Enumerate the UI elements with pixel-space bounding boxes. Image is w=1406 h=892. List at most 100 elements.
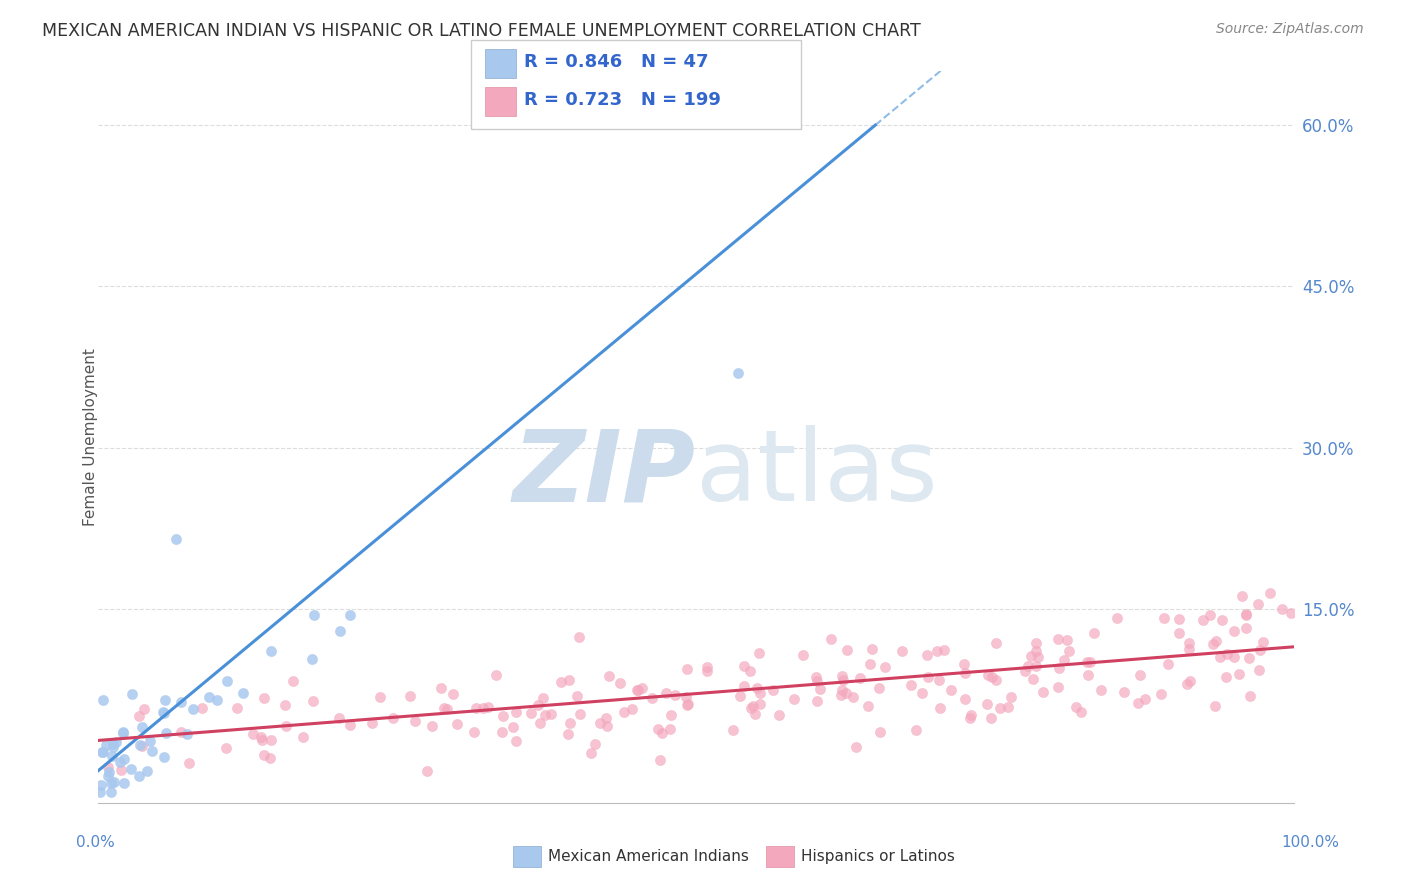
- Point: [976, 698, 998, 712]
- Point: [260, 733, 283, 747]
- Point: [1064, 699, 1087, 714]
- Point: [984, 673, 1007, 687]
- Point: [626, 683, 648, 698]
- Point: [730, 690, 752, 704]
- Point: [1279, 607, 1302, 621]
- Point: [675, 690, 697, 705]
- Point: [1047, 661, 1070, 675]
- Point: [104, 735, 127, 749]
- Point: [249, 730, 271, 744]
- Point: [91, 693, 114, 707]
- Point: [112, 726, 135, 740]
- Point: [502, 721, 524, 735]
- Point: [529, 715, 551, 730]
- Point: [976, 667, 998, 681]
- Point: [997, 700, 1019, 714]
- Point: [1209, 649, 1232, 664]
- Text: Hispanics or Latinos: Hispanics or Latinos: [801, 849, 955, 863]
- Point: [205, 692, 228, 706]
- Point: [1025, 658, 1047, 673]
- Point: [741, 698, 763, 713]
- Point: [1175, 677, 1198, 691]
- Point: [1090, 682, 1112, 697]
- Point: [1022, 673, 1045, 687]
- Point: [141, 743, 163, 757]
- Point: [1178, 636, 1201, 650]
- Point: [845, 740, 868, 755]
- Point: [368, 690, 391, 705]
- Point: [631, 681, 654, 695]
- Point: [339, 718, 361, 732]
- Point: [176, 727, 198, 741]
- Point: [1000, 690, 1022, 705]
- Text: 100.0%: 100.0%: [1281, 836, 1340, 850]
- Point: [382, 710, 405, 724]
- Point: [215, 673, 238, 688]
- Point: [259, 750, 281, 764]
- Text: MEXICAN AMERICAN INDIAN VS HISPANIC OR LATINO FEMALE UNEMPLOYMENT CORRELATION CH: MEXICAN AMERICAN INDIAN VS HISPANIC OR L…: [42, 22, 921, 40]
- Point: [136, 764, 159, 778]
- Point: [579, 746, 602, 760]
- Point: [215, 741, 238, 756]
- Point: [491, 725, 513, 739]
- Point: [121, 687, 143, 701]
- Point: [873, 660, 896, 674]
- Point: [304, 608, 326, 623]
- Point: [1083, 626, 1105, 640]
- Point: [128, 769, 150, 783]
- Point: [1211, 613, 1233, 627]
- Point: [1201, 638, 1223, 652]
- Point: [733, 658, 755, 673]
- Point: [569, 707, 592, 722]
- Point: [868, 681, 890, 695]
- Point: [830, 688, 852, 702]
- Point: [676, 662, 699, 676]
- Point: [1247, 664, 1270, 678]
- Point: [1017, 659, 1039, 673]
- Point: [696, 660, 718, 674]
- Point: [1229, 667, 1251, 681]
- Point: [131, 739, 153, 753]
- Point: [232, 686, 254, 700]
- Point: [747, 681, 769, 695]
- Point: [583, 737, 606, 751]
- Point: [339, 607, 361, 622]
- Point: [281, 674, 304, 689]
- Point: [274, 698, 297, 712]
- Point: [904, 723, 927, 738]
- Point: [181, 701, 204, 715]
- Point: [165, 533, 187, 547]
- Point: [1178, 674, 1201, 689]
- Point: [131, 720, 153, 734]
- Point: [91, 745, 114, 759]
- Point: [253, 747, 276, 762]
- Point: [1239, 689, 1261, 703]
- Point: [733, 679, 755, 693]
- Point: [1157, 657, 1180, 672]
- Point: [959, 711, 981, 725]
- Point: [112, 724, 135, 739]
- Point: [97, 760, 120, 774]
- Point: [953, 657, 976, 671]
- Point: [953, 691, 976, 706]
- Point: [155, 692, 177, 706]
- Point: [558, 673, 581, 688]
- Text: 0.0%: 0.0%: [76, 836, 115, 850]
- Point: [1056, 632, 1078, 647]
- Point: [1223, 649, 1246, 664]
- Point: [1014, 664, 1036, 678]
- Point: [1046, 632, 1069, 647]
- Point: [842, 690, 865, 704]
- Point: [441, 687, 464, 701]
- Point: [939, 682, 962, 697]
- Point: [748, 686, 770, 700]
- Point: [1237, 650, 1260, 665]
- Point: [519, 706, 541, 720]
- Point: [100, 785, 122, 799]
- Point: [1129, 667, 1152, 681]
- Point: [291, 731, 314, 745]
- Point: [806, 670, 828, 684]
- Point: [609, 676, 631, 690]
- Point: [155, 725, 177, 739]
- Point: [641, 691, 664, 706]
